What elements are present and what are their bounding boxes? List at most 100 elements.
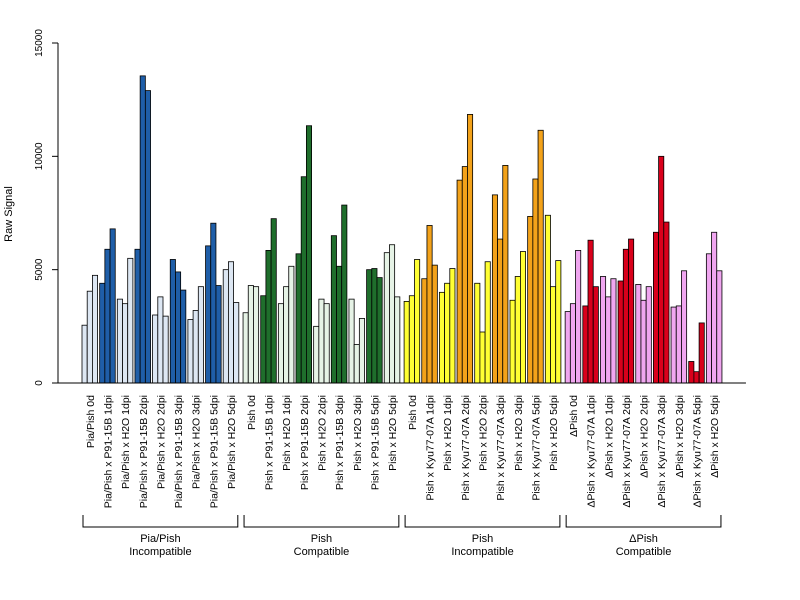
x-tick-label: Pia/Pish 0d (85, 395, 97, 448)
x-tick-label: ΔPish x H2O 3dpi (674, 395, 686, 478)
bar (169, 259, 176, 384)
y-tick-label: 10000 (34, 142, 45, 170)
bar (215, 285, 222, 384)
bar (550, 286, 557, 384)
bars (81, 75, 723, 384)
bar (600, 276, 607, 384)
bar (127, 257, 134, 384)
x-tick-label: Pish 0d (246, 395, 258, 430)
x-tick-label: Pia/Pish x H2O 1dpi (120, 395, 132, 489)
group-bracket (82, 515, 239, 528)
bar (605, 296, 612, 384)
x-tick-label: Pish 0d (407, 395, 419, 430)
group-label-line1: ΔPish (629, 533, 658, 545)
bar (670, 306, 677, 384)
bar (283, 286, 290, 384)
bar (253, 286, 260, 384)
bar (569, 303, 576, 384)
y-tick-label: 15000 (34, 29, 45, 57)
x-tick-label: ΔPish x H2O 1dpi (603, 395, 615, 478)
group-label-line2: Incompatible (129, 546, 191, 558)
bar (104, 248, 111, 384)
x-tick-label: Pish x H2O 3dpi (513, 395, 525, 471)
bar (162, 315, 169, 384)
bar (705, 253, 712, 384)
y-tick-label: 5000 (34, 258, 45, 281)
x-tick-label: Pia/Pish x P91-15B 1dpi (102, 395, 114, 508)
x-tick-label: Pia/Pish x H2O 3dpi (191, 395, 203, 489)
bar (645, 286, 652, 384)
bar (247, 285, 254, 384)
bar (175, 271, 182, 384)
bar (622, 248, 629, 384)
bar (635, 283, 642, 384)
group-bracket (404, 515, 561, 528)
bar (555, 260, 562, 384)
bar (383, 252, 390, 384)
bar (484, 261, 491, 384)
bar (270, 218, 277, 384)
y-tick-label: 0 (34, 380, 45, 386)
bar (122, 303, 129, 384)
bar (116, 298, 123, 384)
bar (582, 305, 589, 384)
group-label-line1: Pish (472, 533, 493, 545)
bar (260, 295, 267, 384)
x-tick-label: ΔPish x Kyu77-07A 3dpi (656, 395, 668, 508)
bar (227, 261, 234, 384)
bar (376, 277, 383, 384)
x-tick-label: Pish x P91-15B 5dpi (369, 395, 381, 490)
x-tick-label: Pish x H2O 5dpi (387, 395, 399, 471)
bar (467, 114, 474, 384)
x-tick-label: Pish x P91-15B 3dpi (334, 395, 346, 490)
bar (497, 238, 504, 384)
bar (592, 286, 599, 384)
bar (86, 290, 93, 384)
x-tick-label: Pish x H2O 2dpi (316, 395, 328, 471)
bar (502, 164, 509, 384)
x-tick-label: Pish x Kyu77-07A 1dpi (425, 395, 437, 501)
bar (403, 300, 410, 384)
x-tick-label: Pish x Kyu77-07A 3dpi (495, 395, 507, 501)
bar (242, 312, 249, 384)
x-tick-label: Pia/Pish x P91-15B 2dpi (138, 395, 150, 508)
bar (313, 325, 320, 384)
x-tick-label: Pish x H2O 3dpi (352, 395, 364, 471)
bar (658, 155, 665, 384)
bar (157, 296, 164, 384)
bar (610, 278, 617, 384)
x-tick-label: Pish x H2O 5dpi (548, 395, 560, 471)
group-bracket (243, 515, 400, 528)
bar (265, 249, 272, 384)
y-axis: 0 5000 10000 15000 (34, 29, 59, 386)
bar (139, 75, 146, 384)
bar (394, 296, 401, 384)
bar (92, 274, 99, 384)
x-tick-label: Pish x H2O 2dpi (478, 395, 490, 471)
bar (431, 264, 438, 384)
bar (233, 302, 240, 384)
bar (414, 259, 421, 384)
bar (323, 303, 330, 384)
bar (509, 299, 516, 384)
bar (187, 319, 194, 384)
bar (222, 269, 229, 384)
bar (348, 298, 355, 384)
bar (693, 371, 700, 384)
bar (144, 90, 151, 384)
bar (295, 253, 302, 384)
bar (81, 324, 88, 384)
x-tick-label: Pish x Kyu77-07A 2dpi (460, 395, 472, 501)
bar (527, 215, 534, 384)
bar (300, 176, 307, 384)
group-label-line1: Pia/Pish (140, 533, 180, 545)
x-tick-label: ΔPish x Kyu77-07A 5dpi (692, 395, 704, 508)
bar (711, 231, 718, 384)
x-tick-label: Pia/Pish x P91-15B 5dpi (208, 395, 220, 508)
group-label-line1: Pish (311, 533, 332, 545)
bar (653, 231, 660, 384)
group-brackets: Pia/PishIncompatiblePishCompatiblePishIn… (82, 515, 722, 558)
group-bracket (565, 515, 722, 528)
x-tick-label: Pish x P91-15B 2dpi (299, 395, 311, 490)
